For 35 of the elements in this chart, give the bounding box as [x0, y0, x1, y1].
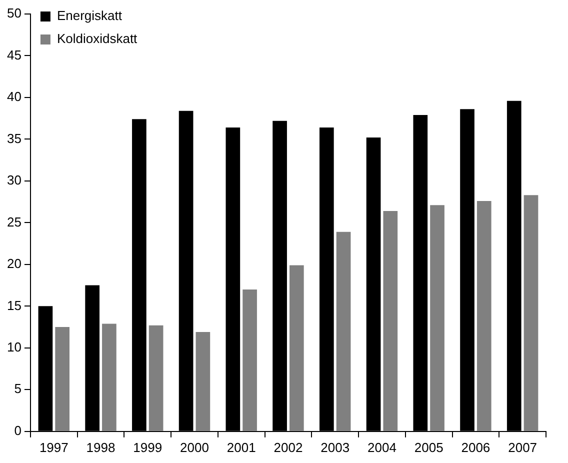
y-tick-label: 5: [14, 381, 22, 396]
legend-label: Koldioxidskatt: [56, 31, 138, 46]
legend-label: Energiskatt: [56, 8, 122, 24]
bar: [524, 195, 538, 431]
x-tick-label: 2002: [274, 440, 303, 455]
bar: [336, 232, 351, 431]
bar: [476, 200, 492, 431]
y-tick-label: 0: [14, 422, 22, 438]
bar: [242, 289, 257, 431]
x-tick-label: 1998: [86, 440, 116, 455]
y-tick-label: 10: [6, 340, 22, 354]
x-tick-label: 1999: [133, 440, 162, 455]
x-tick-label: 2004: [368, 440, 396, 455]
bar: [102, 324, 116, 431]
x-tick-label: 1997: [39, 440, 68, 455]
x-tick-label: 2006: [461, 440, 490, 455]
y-tick-label: 30: [6, 172, 22, 188]
bar: [196, 332, 210, 431]
bar: [148, 325, 164, 431]
x-tick-label: 2003: [320, 440, 350, 455]
bar: [289, 265, 304, 431]
y-tick-label: 40: [6, 89, 22, 104]
x-tick-label: 2000: [180, 440, 209, 455]
y-tick-label: 15: [6, 298, 22, 313]
bar: [383, 211, 398, 431]
bar: [55, 327, 70, 431]
y-tick-label: 45: [6, 47, 22, 62]
x-tick-label: 2007: [508, 440, 538, 455]
y-tick-label: 50: [6, 6, 22, 21]
x-tick-label: 2005: [414, 440, 444, 455]
y-tick-label: 35: [6, 130, 22, 146]
bar: [430, 205, 444, 431]
x-tick-label: 2001: [226, 440, 256, 455]
y-tick-label: 25: [6, 214, 22, 230]
y-tick-label: 20: [6, 256, 22, 272]
